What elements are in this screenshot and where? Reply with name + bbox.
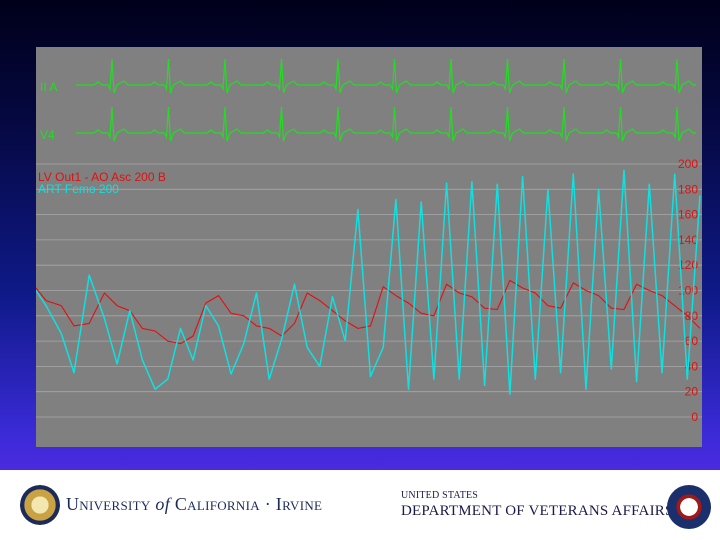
y-tick-label: 0 (691, 410, 698, 424)
y-tick-label: 60 (685, 334, 699, 348)
uci-seal-icon (20, 485, 60, 525)
y-tick-label: 120 (678, 258, 698, 272)
uci-logo-text: University of California · Irvine (66, 494, 322, 515)
pressure-ecg-chart: II A V4 LV Out1 - AO Asc 200 B ART Femo … (36, 58, 702, 424)
va-line2: DEPARTMENT OF VETERANS AFFAIRS (401, 503, 674, 519)
y-tick-label: 200 (678, 157, 698, 171)
y-tick-label: 160 (678, 208, 698, 222)
va-line1: UNITED STATES (401, 490, 479, 501)
pressure-label-art: ART Femo 200 (38, 182, 119, 196)
y-tick-label: 180 (678, 182, 698, 196)
ecg-trace-v4 (76, 106, 696, 142)
va-seal-icon (667, 485, 711, 529)
y-tick-label: 140 (678, 233, 698, 247)
footer-banner: University of California · Irvine UNITED… (0, 470, 720, 540)
ecg-lead-label-1: II A (40, 80, 57, 94)
series-art-femo-line (36, 169, 701, 395)
ecg-lead-label-2: V4 (40, 128, 55, 142)
pressure-label-lv: LV Out1 - AO Asc 200 B (38, 170, 166, 184)
monitor-tracing: II A V4 LV Out1 - AO Asc 200 B ART Femo … (36, 47, 702, 447)
y-tick-label: 20 (685, 385, 699, 399)
series-lv-ao-line (36, 279, 701, 345)
uci-name-part2: California · Irvine (174, 494, 323, 514)
uci-name-of: of (155, 494, 171, 514)
uci-name-part1: University (66, 494, 151, 514)
ecg-trace-ii (76, 58, 696, 94)
